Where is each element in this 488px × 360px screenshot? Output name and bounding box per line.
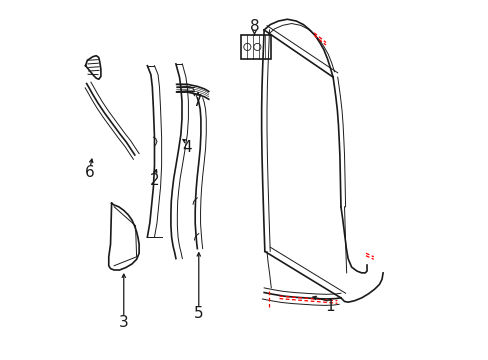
Text: 2: 2 (149, 172, 159, 188)
Bar (241, 35, 271, 59)
Text: 3: 3 (119, 315, 128, 330)
Text: 1: 1 (325, 299, 334, 314)
Text: 6: 6 (85, 165, 95, 180)
Text: 5: 5 (194, 306, 203, 321)
Text: 4: 4 (182, 140, 192, 156)
Text: 8: 8 (249, 19, 259, 34)
Text: 7: 7 (193, 94, 203, 109)
